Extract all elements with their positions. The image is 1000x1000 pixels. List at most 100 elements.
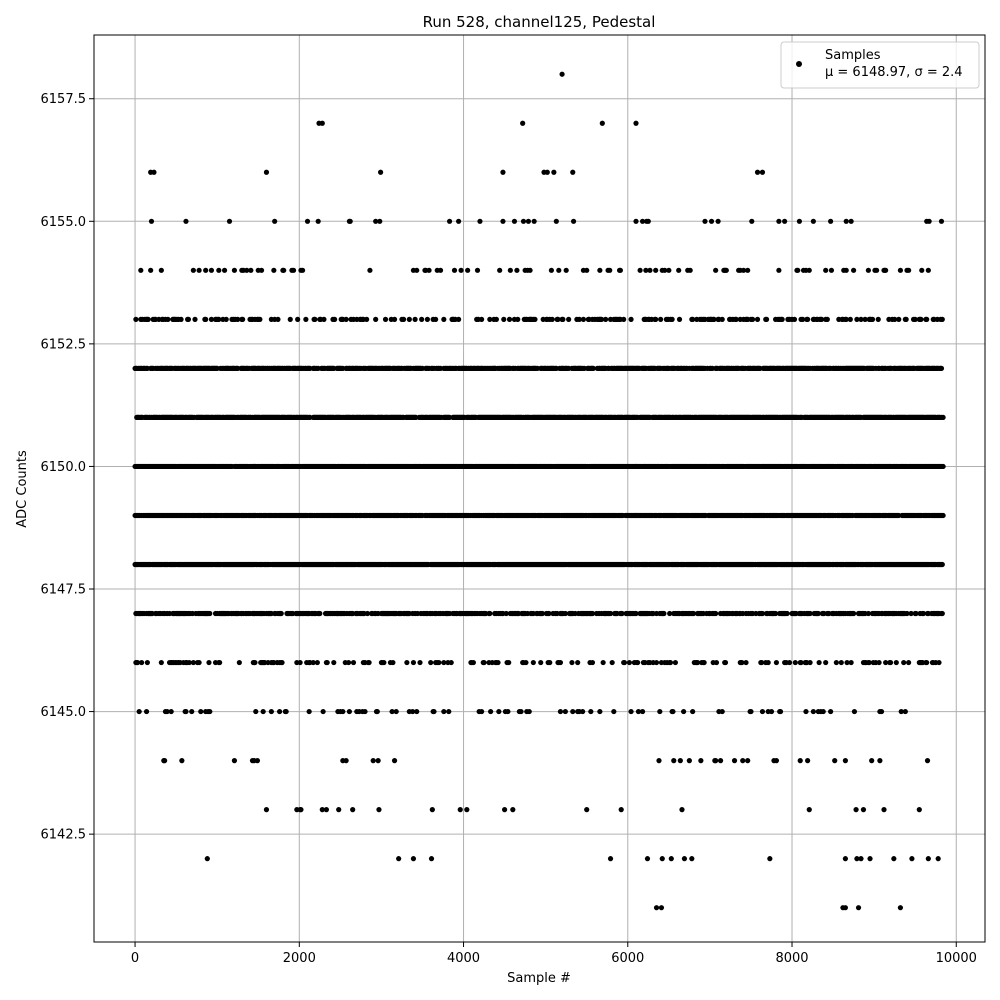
data-point [690,708,696,715]
data-point [940,414,946,421]
data-point [323,807,329,813]
data-point [772,610,779,617]
data-point [731,758,738,764]
data-point [588,708,594,715]
data-point [557,708,564,715]
data-point [667,659,674,666]
data-point [609,659,615,666]
data-point [589,610,596,617]
data-point [539,610,545,617]
data-point [479,708,485,715]
data-point [297,659,303,666]
data-point [832,758,838,764]
data-point [375,758,381,764]
data-point [806,807,812,813]
data-point [719,708,725,715]
data-point [671,758,677,764]
data-point [768,708,775,715]
data-point [196,659,202,666]
data-point [883,659,889,666]
data-point [236,659,242,666]
data-point [611,708,617,715]
data-point [865,610,871,617]
data-point [739,659,745,666]
data-point [686,758,692,764]
data-point [635,659,641,666]
data-point [190,659,196,666]
data-point [446,708,452,715]
data-point [626,659,633,666]
data-point [431,708,437,715]
data-point [748,708,754,715]
data-point [713,758,719,764]
data-point [518,708,524,715]
data-point [179,758,185,764]
data-point [428,659,434,666]
data-point [364,610,371,617]
data-point [600,659,606,666]
data-point [798,659,804,666]
data-point [410,659,417,666]
data-point [569,659,575,666]
data-point [902,708,908,715]
data-point [429,807,435,813]
data-point [807,659,813,666]
data-point [336,807,342,813]
data-point [207,708,213,715]
data-point [164,708,170,715]
data-point [530,659,536,666]
data-point [848,659,854,666]
data-point [350,659,357,666]
data-point [936,659,942,666]
data-point [810,708,816,715]
data-point [881,807,887,813]
data-point [679,807,685,813]
data-point [759,659,765,666]
data-point [869,758,875,764]
data-point [904,610,910,617]
data-point [487,610,493,617]
data-point [343,758,349,764]
data-point [916,807,922,813]
data-point [183,708,189,715]
data-point [765,659,771,666]
data-point [481,659,487,666]
data-point [920,610,927,617]
data-point [784,610,790,617]
data-point [510,807,516,813]
data-point [324,659,330,666]
data-point [635,708,642,715]
data-point [939,561,945,568]
data-point [924,659,930,666]
data-point [198,708,204,715]
data-point [805,758,811,764]
data-point [713,659,720,666]
data-point [317,610,323,617]
data-point [526,708,532,715]
data-point [653,659,660,666]
data-point [745,758,751,764]
data-point [690,610,697,617]
data-point [759,708,766,715]
data-point [701,659,707,666]
data-point [464,807,470,813]
data-point [898,708,904,715]
data-point [381,659,387,666]
data-point [887,659,894,666]
data-point [366,659,372,666]
data-point [189,708,195,715]
data-point [877,758,883,764]
data-point [547,659,553,666]
data-point [786,659,793,666]
data-point [913,610,919,617]
data-point [876,659,882,666]
data-point [866,659,872,666]
data-point [523,659,529,666]
chart-title: Run 528, channel125, Pedestal [423,13,656,31]
data-point [815,610,821,617]
data-point [143,708,150,715]
data-point [562,610,568,617]
data-point [496,708,502,715]
